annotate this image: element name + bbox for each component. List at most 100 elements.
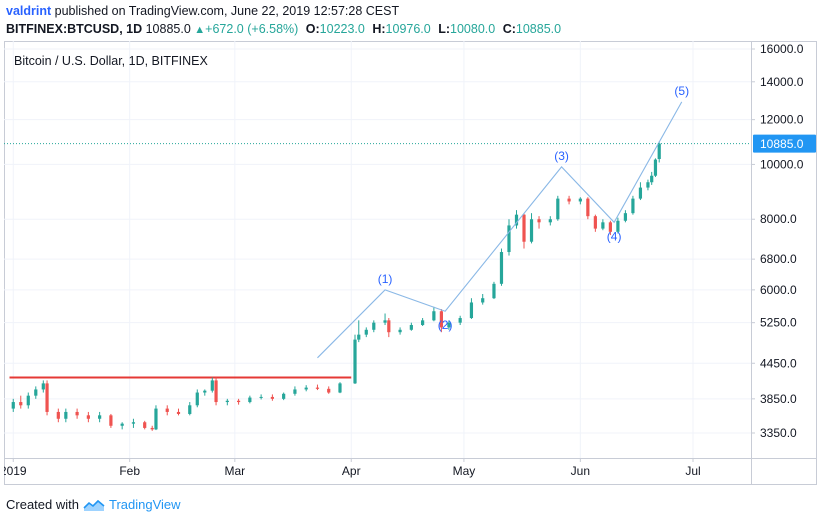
candle [439, 309, 443, 333]
wave-path [317, 101, 683, 359]
candle-body [507, 225, 511, 253]
candle-body [578, 198, 582, 202]
candle-body [75, 411, 79, 416]
publish-info: valdrint published on TradingView.com, J… [6, 4, 399, 18]
low-label: L: [438, 22, 451, 36]
candle [387, 318, 391, 338]
elliott-wave: (1) (2) (3) (4) (5) [317, 84, 689, 359]
candle-body [556, 198, 560, 220]
candle [383, 313, 387, 326]
candle [338, 382, 342, 394]
candle-body [409, 325, 413, 330]
y-tick-label: 4450.0 [760, 356, 797, 370]
candle-body [616, 220, 620, 232]
candle-body [481, 298, 485, 303]
x-tick-label: Apr [342, 464, 361, 478]
candle-body [327, 388, 331, 393]
candle-body [11, 402, 15, 409]
candles [11, 141, 661, 431]
candle-body [357, 334, 361, 340]
price-axis[interactable]: 16000.0 14000.0 12000.0 10000.0 8000.0 6800.0… [751, 42, 816, 440]
candle [469, 298, 474, 319]
candle [657, 141, 661, 163]
ohlc-legend: BITFINEX:BTCUSD, 1D 10885.0 ▲+672.0 (+6.… [6, 22, 561, 36]
candle [529, 213, 534, 244]
candle-body [638, 187, 643, 199]
candle [225, 398, 229, 406]
candle-body [458, 318, 462, 323]
candle [150, 425, 154, 431]
y-tick-label: 6800.0 [760, 252, 797, 266]
candle-body [608, 222, 612, 232]
chart-border [4, 41, 817, 485]
price-chart[interactable]: (1) (2) (3) (4) (5) 16000.0 14000.0 12000.0 100… [4, 41, 817, 485]
candle-body [492, 283, 496, 299]
candle [481, 294, 485, 305]
candle-body [447, 322, 451, 328]
author-link[interactable]: valdrint [6, 4, 52, 18]
candle [522, 213, 526, 249]
candle [131, 418, 136, 428]
candle-body [86, 415, 90, 419]
candle [34, 386, 38, 399]
candle-body [398, 329, 402, 333]
candle-body [195, 392, 199, 406]
candle-body [109, 415, 113, 426]
candle [64, 408, 68, 423]
candle-body [150, 427, 154, 430]
candle [293, 386, 297, 396]
candle [372, 320, 376, 333]
high-value: 10976.0 [385, 22, 431, 36]
last-price-label: 10885.0 [760, 137, 804, 151]
candle-body [586, 198, 590, 217]
tradingview-brand[interactable]: TradingView [108, 497, 181, 512]
candle-body [631, 198, 635, 214]
candle-body [364, 329, 368, 335]
candle-body [293, 389, 297, 394]
high-label: H: [372, 22, 386, 36]
candle [154, 405, 158, 431]
candle-body [499, 252, 504, 284]
candle [499, 248, 504, 286]
candle-body [439, 311, 443, 328]
candle-body [210, 380, 214, 391]
candle [653, 158, 658, 178]
candle-body [203, 390, 207, 393]
wave-label: (1) [378, 272, 393, 286]
y-tick-label: 12000.0 [760, 113, 804, 127]
candle-body [188, 405, 192, 414]
close-label: C: [502, 22, 516, 36]
candle-body [601, 222, 605, 229]
candle [593, 214, 597, 232]
candle [143, 420, 147, 430]
y-tick-label: 3850.0 [760, 392, 797, 406]
low-value: 10080.0 [450, 22, 496, 36]
candle-body [529, 219, 534, 242]
candle [86, 411, 90, 423]
candle [507, 219, 511, 256]
candle [623, 210, 628, 223]
candle [447, 320, 451, 330]
tradingview-logo-icon[interactable] [83, 498, 105, 512]
candle-body [131, 422, 136, 424]
last-value: 10885.0 [145, 22, 191, 36]
candle-body [154, 408, 158, 430]
candle-body [304, 387, 308, 390]
candle-body [353, 339, 357, 384]
candle-body [41, 383, 45, 390]
candle [176, 408, 181, 416]
candle-body [522, 214, 526, 242]
candle-body [653, 159, 658, 176]
candle-body [236, 400, 241, 403]
candle [315, 384, 320, 391]
candle [109, 413, 113, 428]
candle-body [387, 320, 391, 333]
time-axis[interactable]: 2019 Feb Mar Apr May Jun Jul [4, 458, 701, 478]
candle [638, 182, 643, 201]
open-value: 10223.0 [319, 22, 365, 36]
wave-label: (5) [674, 84, 689, 98]
x-tick-label: Jun [571, 464, 590, 478]
candle-body [421, 320, 425, 326]
candle [165, 405, 169, 416]
x-tick-label: 2019 [4, 464, 27, 478]
